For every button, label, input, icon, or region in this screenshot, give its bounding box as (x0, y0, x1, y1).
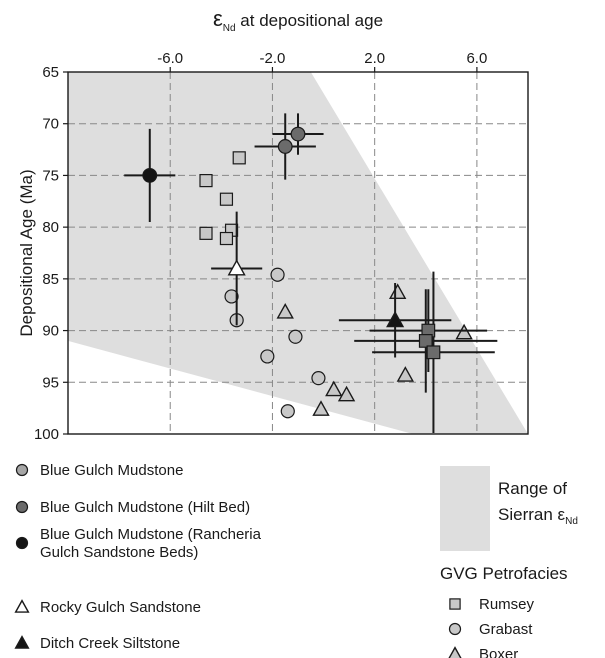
series-boxer (276, 283, 473, 416)
legend-item: Grabast (448, 621, 533, 638)
series-blue-gulch-mudstone-hilt-bed (254, 113, 324, 180)
y-tick-label: 85 (42, 271, 59, 288)
legend-label: Gulch Sandstone Beds) (40, 544, 198, 561)
x-tick-label: -6.0 (157, 50, 183, 67)
legend-marker (15, 500, 29, 514)
legend-marker (448, 622, 462, 636)
y-tick-label: 95 (42, 374, 59, 391)
x-axis-symbol: ε (213, 6, 223, 31)
legend-item: Blue Gulch Mudstone (15, 462, 183, 479)
data-point (337, 385, 356, 402)
data-point (270, 267, 285, 282)
data-point (280, 404, 295, 419)
legend-item: Rumsey (449, 596, 535, 613)
legend-marker (449, 598, 461, 610)
legend-label: Ditch Creek Siltstone (40, 635, 180, 652)
series-rocky-gulch-sandstone (211, 211, 263, 326)
legend-range-sub: Nd (565, 516, 578, 527)
data-point (455, 323, 473, 340)
y-tick-label: 70 (42, 116, 59, 133)
data-point (232, 151, 246, 165)
data-point (227, 259, 246, 276)
data-point (386, 310, 405, 328)
sierran-range-band (68, 72, 528, 434)
legend-label: Boxer (479, 646, 518, 658)
data-point (290, 126, 306, 142)
data-point (388, 283, 407, 300)
legend-label: Blue Gulch Mudstone (40, 462, 183, 479)
legend-range-text: Sierran ε (498, 505, 566, 524)
data-point (224, 289, 239, 304)
legend-range-label: Range of (498, 479, 567, 498)
plot-area: -6.0 -2.0 2.0 6.0 65 70 75 80 85 90 95 100 εNd at de… (17, 6, 529, 443)
data-point (219, 192, 234, 206)
y-tick-label: 75 (42, 167, 59, 184)
series-grabast (224, 267, 326, 419)
data-point (199, 174, 213, 188)
x-axis-text: at depositional age (236, 11, 383, 30)
series-blue-gulch-mudstone-rancheria-gulch-sandstone-beds (124, 128, 176, 222)
legend-marker (14, 635, 30, 649)
data-point (325, 380, 343, 397)
data-marks (124, 113, 498, 433)
legend-group-title: GVG Petrofacies (440, 564, 568, 583)
y-tick-label: 100 (34, 426, 59, 443)
legend-range-label: Sierran εNd (498, 505, 578, 527)
data-point (142, 168, 158, 183)
y-tick-label: 65 (42, 64, 59, 81)
legend-item: Blue Gulch Mudstone (Hilt Bed) (15, 499, 250, 516)
legend-label: Grabast (479, 621, 533, 638)
legend-label: Rumsey (479, 596, 535, 613)
data-point (312, 400, 330, 416)
data-point (276, 303, 294, 319)
x-tick-label: -2.0 (260, 50, 286, 67)
data-point (288, 329, 303, 344)
y-tick-label: 90 (42, 323, 59, 340)
legend-marker (15, 463, 29, 477)
legend-left: Blue Gulch Mudstone Blue Gulch Mudstone (… (14, 462, 262, 652)
legend-label: Blue Gulch Mudstone (Rancheria (40, 526, 262, 543)
legend-label: Blue Gulch Mudstone (Hilt Bed) (40, 499, 250, 516)
x-axis-title: εNd at depositional age (213, 6, 383, 34)
data-point (219, 231, 234, 246)
x-axis-subscript: Nd (223, 23, 236, 34)
legend-marker (448, 646, 462, 658)
data-point (418, 334, 433, 348)
data-point (426, 345, 441, 360)
series-rumsey (199, 151, 246, 246)
data-point (260, 349, 275, 364)
x-tick-label: 6.0 (466, 50, 487, 67)
data-point (199, 226, 213, 240)
gridlines (68, 72, 528, 434)
legend-right: Range of Sierran εNd GVG Petrofacies Rumsey… (440, 466, 578, 658)
data-point (277, 139, 293, 154)
x-tick-label: 2.0 (364, 50, 385, 67)
data-point (311, 371, 326, 386)
plot-frame (67, 71, 529, 435)
legend-item: Boxer (448, 646, 518, 658)
y-tick-label: 80 (42, 219, 59, 236)
legend-marker (14, 599, 30, 613)
series-osburger-gulch-sandstone (354, 271, 498, 433)
data-point (396, 366, 415, 382)
legend-item: Rocky Gulch Sandstone (14, 599, 201, 616)
legend-marker (15, 536, 29, 550)
legend-item: Ditch Creek Siltstone (14, 635, 180, 652)
legend-label: Rocky Gulch Sandstone (40, 599, 201, 616)
legend-range-swatch (440, 466, 490, 551)
y-axis-title: Depositional Age (Ma) (17, 169, 36, 336)
